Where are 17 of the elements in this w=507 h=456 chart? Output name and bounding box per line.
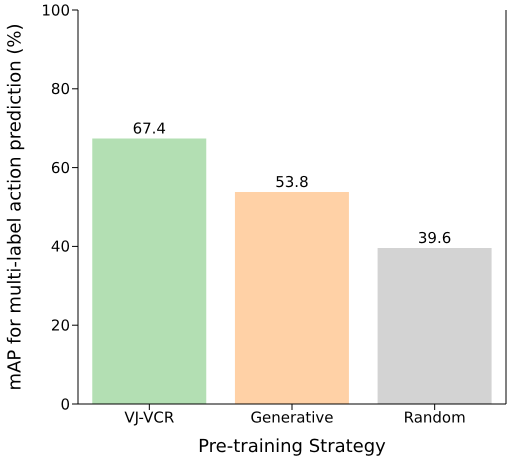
y-tick-label: 80 (50, 80, 70, 98)
y-tick-label: 60 (50, 158, 70, 177)
y-tick-label: 20 (50, 316, 70, 335)
y-axis-title: mAP for multi-label action prediction (%) (4, 24, 26, 390)
bar (234, 192, 349, 404)
data-label: 53.8 (275, 173, 309, 192)
y-tick-label: 0 (60, 395, 70, 414)
x-tick-label: Generative (250, 408, 334, 427)
bar (378, 248, 492, 404)
y-tick-label: 40 (50, 238, 70, 256)
x-tick-label: VJ-VCR (124, 408, 174, 427)
x-tick-label: Random (404, 408, 466, 427)
data-label: 67.4 (132, 119, 166, 138)
data-label: 39.6 (418, 228, 452, 247)
y-tick-label: 100 (41, 1, 70, 20)
x-axis-title: Pre-training Strategy (198, 436, 386, 456)
bar (92, 138, 206, 404)
